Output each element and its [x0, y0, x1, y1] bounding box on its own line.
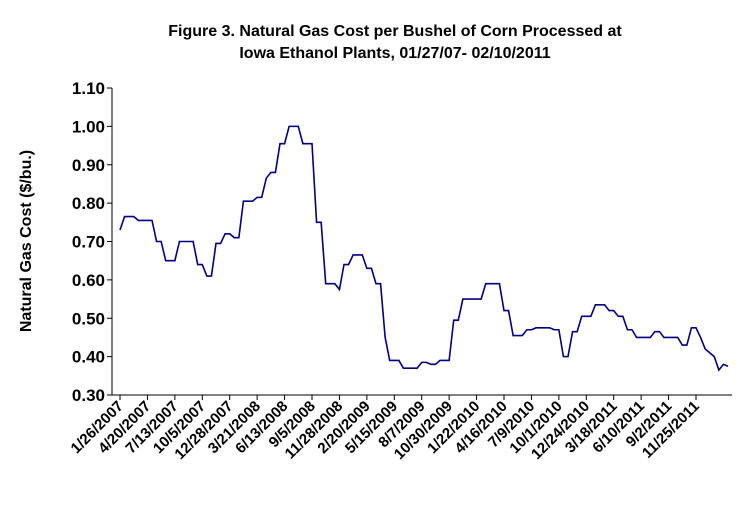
data-line — [119, 125, 729, 372]
y-tick-label: 0.30 — [72, 386, 105, 405]
y-tick-label: 0.90 — [72, 156, 105, 175]
chart-title: Iowa Ethanol Plants, 01/27/07- 02/10/201… — [239, 45, 550, 62]
y-axis-label: Natural Gas Cost ($/bu.) — [18, 150, 35, 332]
y-tick-label: 0.80 — [72, 194, 105, 213]
y-tick-label: 1.00 — [72, 117, 105, 136]
y-tick-label: 0.50 — [72, 309, 105, 328]
y-tick-label: 0.70 — [72, 233, 105, 252]
y-tick-label: 0.60 — [72, 271, 105, 290]
chart-title: Figure 3. Natural Gas Cost per Bushel of… — [168, 23, 622, 40]
y-tick-label: 1.10 — [72, 79, 105, 98]
y-tick-label: 0.40 — [72, 348, 105, 367]
